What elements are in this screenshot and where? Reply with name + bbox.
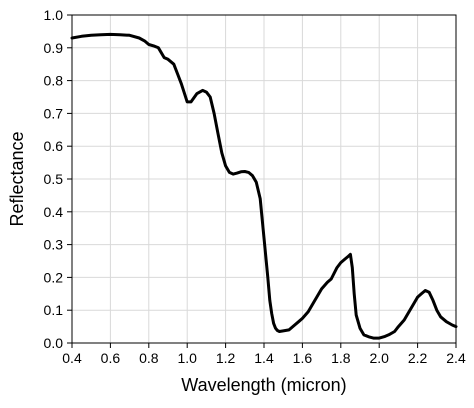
x-tick-label: 2.0: [369, 350, 389, 366]
y-tick-label: 0.2: [44, 269, 64, 285]
x-axis-title: Wavelength (micron): [181, 375, 346, 395]
x-tick-label: 2.4: [446, 350, 466, 366]
y-axis-title: Reflectance: [7, 131, 27, 226]
grid-lines: [71, 14, 457, 344]
y-tick-label: 0.7: [44, 105, 64, 121]
x-tick-label: 1.8: [331, 350, 351, 366]
tick-labels: 0.4 0.6 0.8 1.0 1.2 1.4 1.6 1.8 2.0 2.2 2.4 0.0 0.1 0…: [44, 7, 466, 366]
x-tick-label: 0.6: [101, 350, 121, 366]
y-tick-label: 0.0: [44, 335, 64, 351]
y-tick-label: 0.1: [44, 302, 64, 318]
y-tick-label: 0.4: [44, 204, 64, 220]
y-tick-label: 0.3: [44, 237, 64, 253]
y-tick-label: 0.6: [44, 138, 64, 154]
x-tick-label: 1.4: [254, 350, 274, 366]
y-tick-label: 0.8: [44, 73, 64, 89]
y-tick-label: 1.0: [44, 7, 64, 23]
y-tick-label: 0.5: [44, 171, 64, 187]
x-tick-label: 1.6: [293, 350, 313, 366]
x-tick-label: 1.0: [177, 350, 197, 366]
x-tick-label: 1.2: [216, 350, 236, 366]
reflectance-curve: [70, 32, 458, 340]
x-tick-label: 0.4: [62, 350, 82, 366]
axis-ticks: [67, 14, 457, 348]
x-tick-label: 0.8: [139, 350, 159, 366]
y-tick-label: 0.9: [44, 40, 64, 56]
x-tick-label: 2.2: [408, 350, 428, 366]
